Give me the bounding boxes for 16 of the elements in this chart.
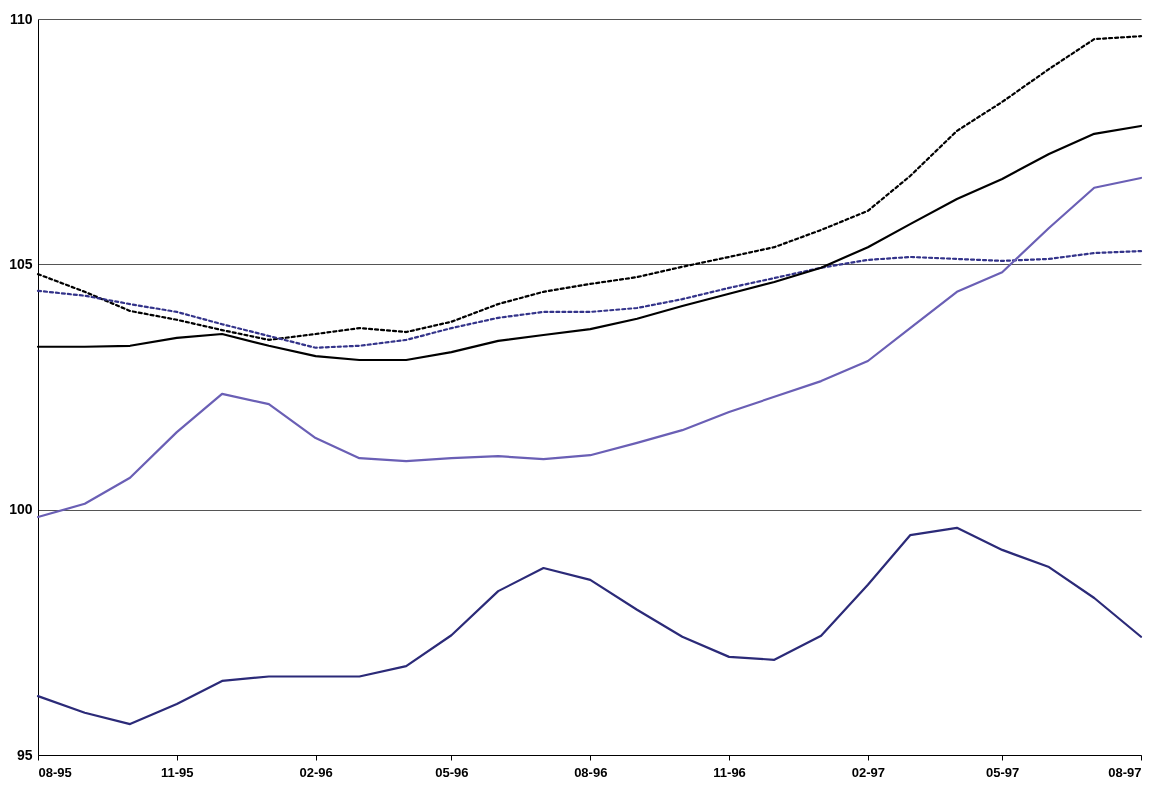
y-tick-label: 95 — [16, 746, 33, 763]
x-tick-label: 02-96 — [299, 764, 333, 780]
x-tick-label: 08-96 — [574, 764, 608, 780]
x-tick-label: 05-97 — [986, 764, 1020, 780]
line-series — [36, 526, 1143, 726]
x-tick-label: 11-95 — [161, 764, 194, 780]
line-series — [36, 249, 1143, 349]
y-tick-label: 100 — [9, 501, 33, 518]
y-tick-label: 110 — [9, 10, 33, 27]
x-tick-label: 08-97 — [1108, 764, 1142, 780]
x-tick-label: 05-96 — [435, 764, 469, 780]
x-tick-label: 02-97 — [851, 764, 886, 780]
x-tick-label: 08-95 — [38, 764, 72, 780]
line-series — [36, 176, 1143, 519]
x-tick-label: 11-96 — [713, 764, 746, 780]
y-tick-label: 105 — [9, 255, 33, 272]
